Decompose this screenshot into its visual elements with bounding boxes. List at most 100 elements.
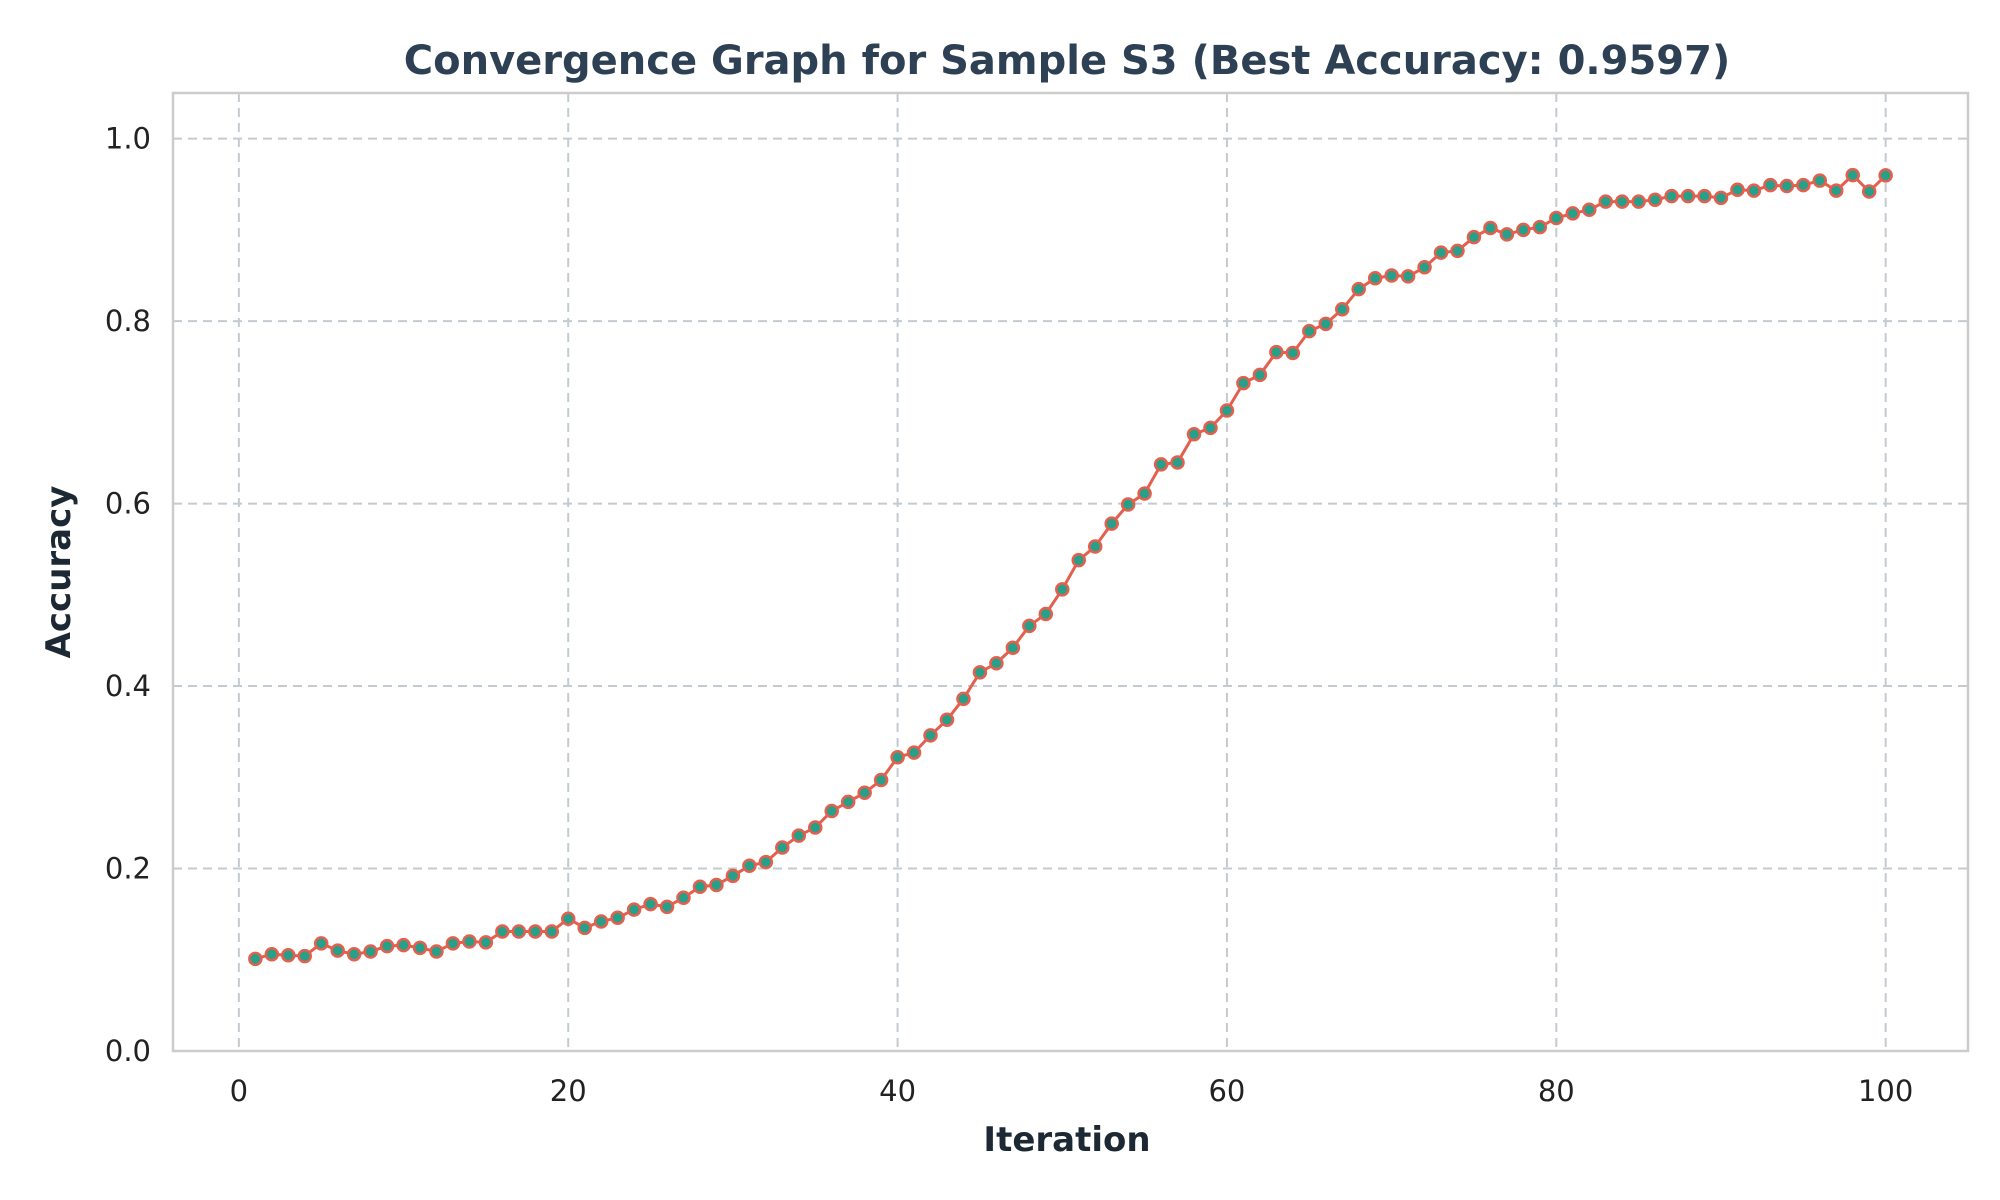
data-point <box>1038 606 1054 622</box>
data-point <box>1334 301 1350 317</box>
data-point <box>1631 194 1646 209</box>
grid <box>173 93 1968 1052</box>
series-line <box>254 173 1887 961</box>
data-point <box>528 924 543 939</box>
data-point <box>1055 582 1070 597</box>
data-point <box>1203 420 1218 436</box>
data-point <box>1812 173 1828 188</box>
data-point <box>1516 222 1531 238</box>
data-point <box>1005 640 1021 655</box>
data-point <box>1680 188 1696 204</box>
data-point <box>297 948 312 964</box>
data-point <box>1367 270 1383 286</box>
y-tick-label: 0.8 <box>105 304 151 338</box>
data-point <box>264 947 280 962</box>
data-point <box>873 772 889 788</box>
series-points <box>248 167 1893 967</box>
data-point <box>1861 184 1877 199</box>
data-point <box>742 858 757 874</box>
data-point <box>956 691 971 707</box>
data-point <box>495 924 510 939</box>
plot-frame <box>171 91 1970 1053</box>
data-point <box>1647 192 1663 207</box>
data-point <box>626 902 642 917</box>
data-point <box>1302 323 1317 339</box>
data-point <box>758 854 774 870</box>
data-point <box>363 944 378 959</box>
data-point <box>462 934 477 949</box>
data-point <box>1417 260 1432 275</box>
data-point <box>1137 486 1152 501</box>
x-tick-label: 20 <box>550 1074 587 1108</box>
data-point <box>1285 345 1301 361</box>
data-point <box>412 940 428 956</box>
data-point <box>1318 316 1333 332</box>
data-point <box>281 947 296 963</box>
data-point <box>445 936 461 951</box>
data-point <box>396 937 411 953</box>
data-point <box>313 936 329 951</box>
data-point <box>577 920 592 936</box>
data-point <box>1433 245 1449 260</box>
data-point <box>1071 552 1086 568</box>
data-point <box>824 803 839 819</box>
data-point <box>610 910 625 926</box>
data-point <box>791 828 807 843</box>
data-point <box>593 914 609 929</box>
data-point <box>1219 403 1235 418</box>
chart-title: Convergence Graph for Sample S3 (Best Ac… <box>404 38 1730 84</box>
x-tick-label: 60 <box>1208 1074 1245 1108</box>
data-point <box>1466 229 1482 245</box>
data-point <box>890 749 905 765</box>
data-point <box>1598 194 1613 209</box>
x-tick-label: 100 <box>1858 1074 1913 1108</box>
data-point <box>1746 183 1762 198</box>
data-point <box>1153 457 1169 472</box>
data-point <box>1565 206 1581 221</box>
data-point <box>808 820 823 835</box>
data-point <box>1087 539 1103 554</box>
data-point <box>1829 183 1844 198</box>
x-tick-label: 0 <box>230 1074 248 1108</box>
data-point <box>972 665 988 680</box>
data-point <box>1483 220 1498 236</box>
data-point <box>775 840 790 855</box>
data-point <box>692 879 708 895</box>
x-tick-label: 80 <box>1538 1074 1575 1108</box>
data-point <box>1450 243 1465 259</box>
x-axis-label: Iteration <box>983 1120 1150 1160</box>
y-tick-label: 1.0 <box>105 122 151 156</box>
y-tick-label: 0.6 <box>105 487 151 521</box>
data-point <box>478 935 494 950</box>
data-point <box>1713 190 1729 206</box>
data-point <box>923 728 938 743</box>
data-point <box>906 745 922 760</box>
data-point <box>1269 344 1284 360</box>
y-tick-label: 0.2 <box>105 852 151 886</box>
x-tick-label: 40 <box>879 1074 916 1108</box>
data-point <box>1878 168 1893 183</box>
data-point <box>1581 202 1597 218</box>
data-point <box>379 938 395 954</box>
data-point <box>511 924 527 939</box>
data-point <box>429 944 444 959</box>
data-point <box>1779 178 1795 194</box>
data-point <box>709 877 724 893</box>
y-tick-label: 0.4 <box>105 669 151 703</box>
data-point <box>1186 426 1202 442</box>
axis-ticks: 0 20 40 60 80 100 0.0 0.2 0.4 0.6 0.8 1.0 <box>105 122 1913 1108</box>
data-point <box>1796 177 1811 193</box>
data-point <box>1763 177 1778 193</box>
data-point <box>1400 269 1416 284</box>
data-point <box>1697 188 1712 204</box>
data-point <box>857 785 872 801</box>
data-point <box>989 655 1004 671</box>
data-point <box>939 712 955 728</box>
data-point <box>1845 167 1860 183</box>
data-point <box>725 868 741 884</box>
data-point <box>1664 188 1679 204</box>
data-point <box>346 947 362 962</box>
data-point <box>643 896 658 912</box>
